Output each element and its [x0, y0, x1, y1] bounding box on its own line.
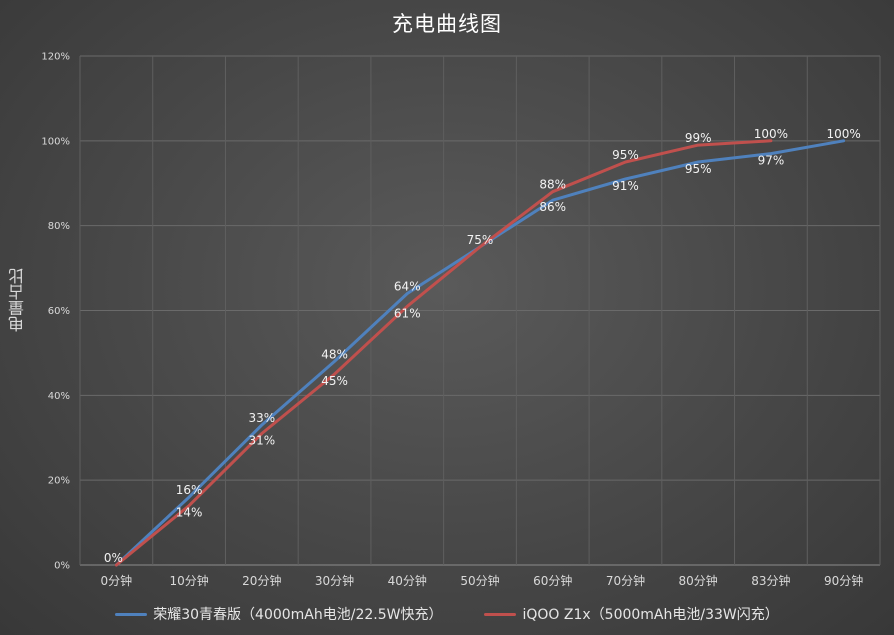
data-label: 16%	[176, 483, 203, 497]
legend-item-1: iQOO Z1x（5000mAh电池/33W闪充）	[484, 604, 779, 624]
data-label: 75%	[467, 233, 494, 247]
x-tick-label: 0分钟	[101, 573, 133, 588]
y-tick-label: 120%	[41, 52, 70, 63]
data-label: 100%	[826, 127, 860, 141]
series-line-1	[114, 139, 773, 567]
data-label: 86%	[539, 200, 566, 214]
series-lines	[114, 139, 846, 567]
x-tick-label: 70分钟	[606, 573, 645, 588]
data-label: 95%	[685, 162, 712, 176]
y-tick-label: 40%	[48, 391, 70, 402]
legend-item-0: 荣耀30青春版（4000mAh电池/22.5W快充）	[115, 604, 442, 624]
data-label: 61%	[394, 306, 421, 320]
data-label: 48%	[321, 347, 348, 361]
plot-area: 0% 20% 40% 60% 80% 100% 120% 0分钟 10分钟 20分钟 30分钟 40…	[41, 52, 881, 588]
data-label: 31%	[248, 434, 275, 448]
legend: 荣耀30青春版（4000mAh电池/22.5W快充） iQOO Z1x（5000m…	[0, 604, 894, 624]
data-label: 88%	[539, 178, 566, 192]
y-tick-label: 60%	[48, 306, 70, 317]
data-label: 64%	[394, 280, 421, 294]
x-tick-label: 60分钟	[533, 573, 572, 588]
data-label: 33%	[248, 411, 275, 425]
data-label: 100%	[754, 127, 788, 141]
x-tick-label: 40分钟	[388, 573, 427, 588]
y-tick-label: 100%	[41, 136, 70, 147]
y-tick-label: 80%	[48, 221, 70, 232]
data-label: 14%	[176, 506, 203, 520]
x-tick-label: 10分钟	[169, 573, 208, 588]
legend-swatch	[115, 612, 148, 616]
legend-swatch	[484, 612, 517, 616]
gridlines	[79, 55, 881, 566]
legend-label: 荣耀30青春版（4000mAh电池/22.5W快充）	[153, 607, 443, 623]
data-label: 0%	[104, 551, 123, 565]
x-tick-label: 20分钟	[242, 573, 281, 588]
legend-label: iQOO Z1x（5000mAh电池/33W闪充）	[522, 607, 779, 623]
data-label: 99%	[685, 131, 712, 145]
y-axis-ticks: 0% 20% 40% 60% 80% 100% 120%	[41, 52, 70, 572]
data-label: 45%	[321, 374, 348, 388]
y-tick-label: 20%	[48, 476, 70, 487]
x-tick-label: 50分钟	[460, 573, 499, 588]
x-axis-ticks: 0分钟 10分钟 20分钟 30分钟 40分钟 50分钟 60分钟 70分钟 80分钟 83分钟 9…	[101, 573, 864, 588]
data-label: 91%	[612, 179, 639, 193]
y-tick-label: 0%	[54, 561, 70, 572]
x-tick-label: 80分钟	[679, 573, 718, 588]
x-tick-label: 90分钟	[824, 573, 863, 588]
data-label: 97%	[758, 154, 785, 168]
chart-title: 充电曲线图	[392, 12, 502, 36]
data-labels: 0% 16% 33% 48% 64% 75% 86% 91% 95% 97% 100% 14% 31% 4…	[104, 127, 861, 565]
data-label: 95%	[612, 148, 639, 162]
x-tick-label: 83分钟	[751, 573, 790, 588]
x-tick-label: 30分钟	[315, 573, 354, 588]
